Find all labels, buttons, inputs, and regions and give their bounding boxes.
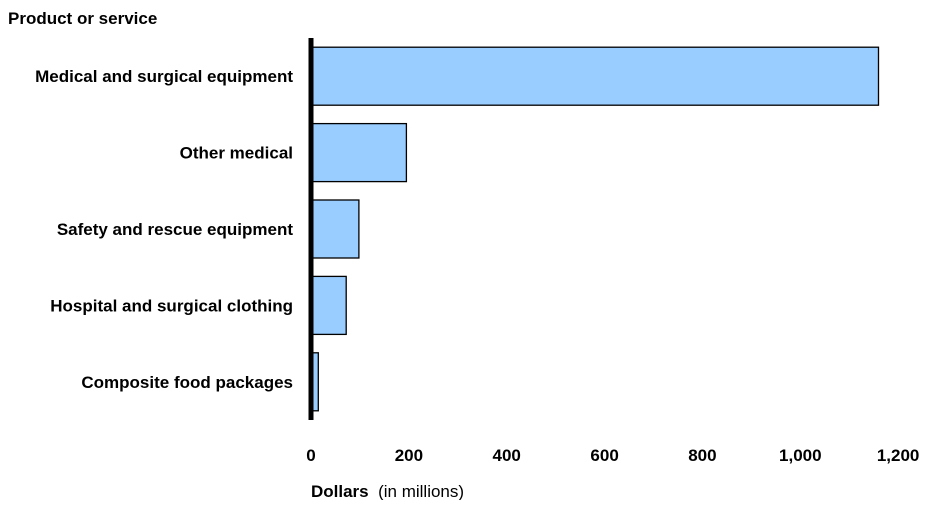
category-label-3: Hospital and surgical clothing [50, 296, 293, 315]
x-tick-label-1: 200 [395, 446, 423, 465]
y-axis-title: Product or service [8, 9, 157, 28]
x-axis-title-note: (in millions) [378, 482, 464, 500]
category-label-0: Medical and surgical equipment [35, 67, 293, 86]
bar-2 [310, 199, 360, 259]
x-axis-title-main: Dollars [311, 482, 369, 500]
x-tick-label-2: 400 [493, 446, 521, 465]
bars-group [310, 46, 880, 412]
x-axis-title: Dollars (in millions) [311, 482, 464, 500]
bar-0 [310, 46, 880, 106]
x-tick-labels-group: 0 200 400 600 800 1,000 1,200 [306, 446, 919, 465]
x-tick-label-0: 0 [306, 446, 315, 465]
bar-1 [310, 122, 408, 183]
x-tick-label-6: 1,200 [877, 446, 920, 465]
x-tick-label-5: 1,000 [779, 446, 822, 465]
category-label-1: Other medical [180, 144, 293, 163]
category-labels-group: Medical and surgical equipment Other medi… [35, 67, 293, 392]
x-tick-label-3: 600 [590, 446, 618, 465]
x-tick-label-4: 800 [688, 446, 716, 465]
category-label-2: Safety and rescue equipment [57, 220, 294, 239]
bar-3 [310, 275, 347, 336]
category-label-4: Composite food packages [81, 373, 293, 392]
